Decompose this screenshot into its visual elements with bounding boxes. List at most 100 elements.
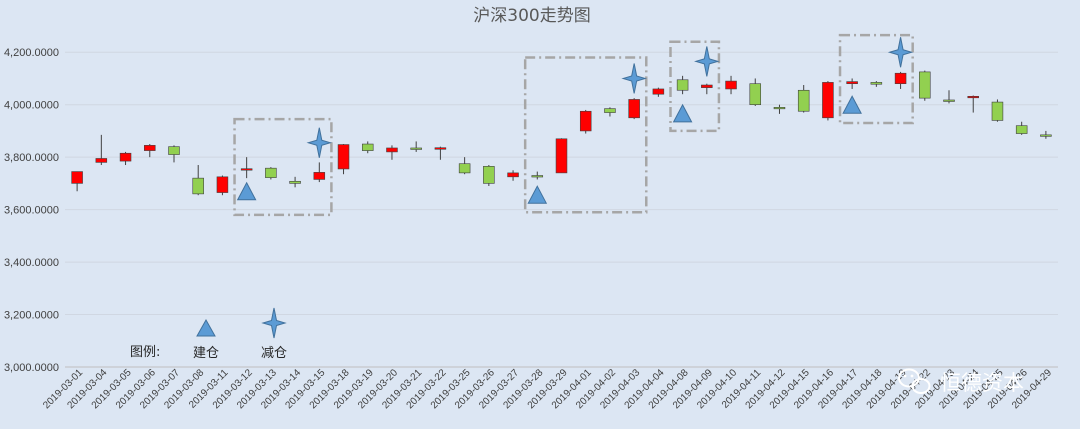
candle	[337, 144, 350, 175]
legend-triangle-icon	[196, 318, 216, 337]
candle-body	[361, 143, 374, 151]
candle-body	[458, 163, 471, 174]
candles	[71, 70, 1052, 196]
candle-body	[991, 101, 1004, 121]
candle	[676, 75, 689, 95]
position-box	[669, 40, 721, 133]
legend-item-sell: 减仓	[261, 346, 287, 361]
position-box	[233, 117, 333, 217]
candle	[725, 75, 737, 95]
y-tick-label: 4,000.0000	[4, 100, 59, 112]
candle	[168, 145, 180, 163]
candle	[507, 170, 519, 181]
y-axis: 3,000.0000 3,200.0000 3,400.0000 3,600.0000…	[4, 47, 59, 374]
candle	[870, 81, 883, 87]
candle-body	[337, 144, 350, 170]
candle-body	[604, 108, 616, 113]
candle-body	[192, 177, 204, 195]
legend-item-buy: 建仓	[193, 346, 219, 361]
candle-body	[919, 71, 931, 99]
watermark: 恒德资本	[898, 368, 1024, 395]
candle-body	[870, 82, 883, 85]
candle-body	[1015, 125, 1028, 134]
candle-body	[822, 82, 834, 119]
candle	[749, 78, 762, 107]
candle	[943, 90, 955, 104]
buy-triangle-icon	[672, 103, 693, 123]
candle-body	[289, 180, 301, 184]
candle	[822, 81, 834, 121]
candle	[628, 98, 640, 120]
candle	[579, 109, 592, 134]
buy-triangle-icon	[236, 181, 257, 201]
candle	[797, 85, 810, 113]
candle	[604, 107, 616, 117]
wechat-icon	[898, 368, 931, 394]
candle	[434, 146, 447, 160]
candle-body	[531, 175, 544, 178]
candle-body	[265, 167, 277, 178]
candle-body	[555, 138, 568, 174]
y-tick-label: 3,600.0000	[4, 205, 59, 217]
candle	[289, 176, 301, 188]
candle	[1040, 130, 1052, 139]
sell-star-icon	[887, 37, 914, 68]
candle-body	[579, 110, 592, 132]
candle	[265, 167, 277, 180]
candle-body	[894, 72, 907, 85]
candle-body	[846, 81, 858, 85]
candle	[361, 141, 374, 154]
sell-star-icon	[306, 127, 333, 158]
candle-body	[773, 107, 786, 110]
candle-body	[943, 99, 955, 102]
candle-body	[797, 89, 810, 112]
watermark-text: 恒德资本	[940, 371, 1024, 395]
candle	[386, 145, 398, 160]
candle-body	[386, 147, 398, 153]
candle-body	[119, 152, 132, 162]
chart-title: 沪深300走势图	[473, 6, 590, 26]
candle-body	[967, 95, 979, 99]
candle	[967, 95, 979, 113]
candle	[313, 162, 326, 183]
candle-body	[652, 88, 665, 95]
legend-star-icon	[261, 307, 287, 339]
candle-body	[701, 84, 713, 88]
candle	[919, 70, 931, 101]
candle-body	[240, 168, 253, 171]
candle-body	[483, 166, 495, 184]
sell-star-icon	[694, 46, 720, 77]
candle-body	[410, 147, 422, 150]
sell-star-icon	[621, 63, 647, 94]
candle	[846, 78, 858, 89]
candle	[410, 141, 422, 152]
candle-body	[749, 83, 762, 105]
candle-body	[71, 171, 83, 184]
candle-body	[168, 146, 180, 155]
candle	[483, 165, 495, 187]
candle	[531, 171, 544, 180]
candle-body	[725, 80, 737, 90]
position-box	[523, 56, 648, 214]
buy-triangle-icon	[842, 95, 862, 114]
candle	[216, 175, 229, 196]
candle-body	[434, 147, 447, 150]
candle-body	[144, 145, 156, 151]
candle	[652, 87, 665, 97]
candle-body	[313, 172, 326, 180]
y-tick-label: 3,000.0000	[4, 362, 59, 374]
y-tick-label: 3,200.0000	[4, 310, 59, 322]
x-axis: 2019-03-012019-03-042019-03-052019-03-06…	[41, 367, 1054, 411]
candle	[458, 157, 471, 175]
candle	[119, 151, 132, 166]
candle	[144, 144, 156, 158]
candle	[95, 134, 108, 166]
candle-body	[507, 172, 519, 178]
y-tick-label: 4,200.0000	[4, 47, 59, 59]
candle-body	[1040, 134, 1052, 137]
candle	[894, 71, 907, 89]
candle	[991, 99, 1004, 122]
candle-body	[216, 176, 229, 193]
